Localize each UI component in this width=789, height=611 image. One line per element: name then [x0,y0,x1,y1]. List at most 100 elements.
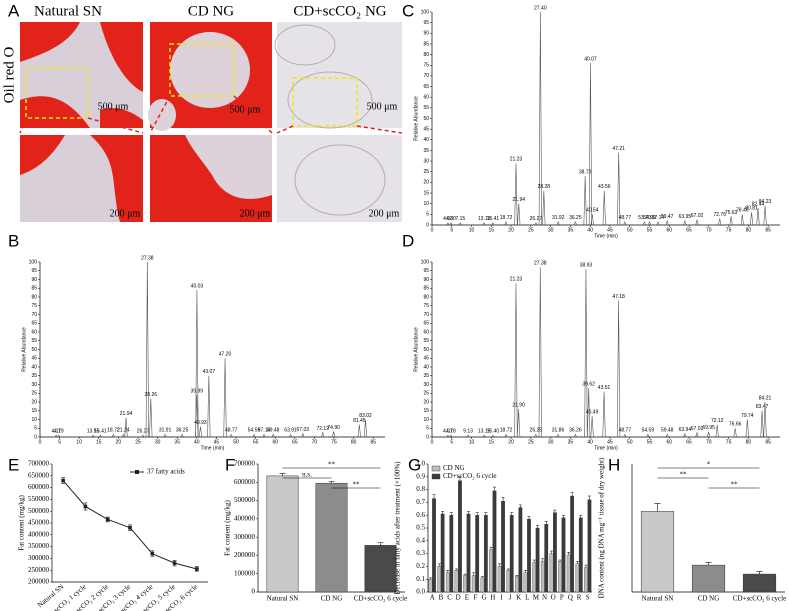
peak [491,434,495,438]
x-tick-label: 30 [155,439,161,445]
x-tick-label: 75 [726,227,732,233]
bar [483,515,488,593]
y-tick-label: 100 [421,9,430,15]
x-tick-label: 40 [194,439,200,445]
peak [482,222,486,226]
x-tick-label: 70 [706,439,712,445]
x-tick-label: C [447,594,452,602]
y-tick-label: 0.5 [416,524,425,532]
panel-label: D [402,231,414,250]
peak [149,398,153,438]
error-bar [587,495,591,500]
x-tick-label: 5 [450,227,453,233]
peak-label: 27.38 [534,261,547,267]
bar [575,563,580,593]
peak [760,410,764,438]
bar [523,572,528,593]
significance: ** [731,481,739,489]
peak [749,212,754,226]
x-tick-label: 45 [214,439,220,445]
x-tick-label: 40 [587,227,593,233]
legend-swatch [431,465,441,472]
y-tick-label: 350000 [28,542,50,550]
error-bar [377,542,384,546]
y-tick-label: 75 [423,303,429,309]
peak-label: 39.99 [191,388,204,394]
peak [124,417,128,438]
legend-marker [135,470,139,474]
x-tick-label: R [577,594,582,602]
x-tick-label: B [439,594,444,602]
peak [590,415,594,438]
peak-label: 83.47 [756,404,769,410]
y-axis-label: Relative Abundance [413,96,419,141]
peak-label: 82.44 [752,201,765,207]
zoom-box [25,67,89,119]
y-tick-label: 95 [31,268,37,274]
significance: ** [680,471,688,479]
peak [357,424,361,438]
x-axis-label: Time (min) [594,445,618,451]
peak [665,433,669,438]
x-tick-label: 50 [627,439,633,445]
bar [544,524,549,593]
y-tick-label: 30 [423,382,429,388]
y-tick-label: 700000 [28,460,50,468]
bar [449,515,454,593]
scale-label: 500 μm [367,101,398,112]
x-tick-label: 15 [96,439,102,445]
error-bar [454,568,458,571]
peak-label: 4.80 [446,216,456,222]
x-tick-label: 75 [726,439,732,445]
error-bar [544,521,548,525]
peak [729,216,733,226]
scale-label: 500 μm [230,104,261,115]
peak-label: 43.07 [203,369,216,375]
error-bar [570,491,574,496]
y-tick-label: 60 [423,95,429,101]
y-tick-label: 35 [31,373,37,379]
peak-label: 13.19 [478,429,491,435]
column-title: CD+scCO₂ NG [293,3,386,19]
x-tick-label: G [482,594,487,602]
peak [449,434,453,438]
x-tick-label: 0 [39,439,42,445]
error-bar [279,473,286,476]
legend-swatch [431,473,441,480]
peak-label: 21.23 [510,157,523,163]
y-tick-label: 100000 [234,569,256,577]
peak [229,433,233,438]
bar [532,562,537,593]
x-tick-label: CD NG [321,595,343,603]
error-bar [498,563,502,567]
error-bar [524,569,528,573]
y-axis-label: Relative Abundance [413,327,419,372]
peak-label: 84.23 [759,199,772,205]
peak-label: 84.21 [759,395,772,401]
point [195,567,199,571]
peak [121,433,125,438]
peak [590,214,594,226]
y-tick-label: 80 [423,52,429,58]
x-tick-label: K [516,594,521,602]
y-tick-label: 5 [426,212,429,218]
column-title: Natural SN [34,3,102,19]
peak-label: 31.86 [552,428,565,434]
y-tick-label: 0.2 [416,562,425,570]
peak [583,176,587,226]
legend-label: CD+scCO₂ 6 cycle [443,472,496,480]
bar [454,570,459,593]
peak-label: 26.27 [530,216,543,222]
bar [558,561,562,593]
y-tick-label: 50 [423,116,429,122]
peak [301,432,305,438]
peak [646,433,650,438]
panel-label: B [8,231,19,250]
x-tick-label: 70 [706,227,712,233]
peak [623,221,627,226]
y-tick-label: 60 [423,329,429,335]
x-tick-label: 50 [627,227,633,233]
error-bar [506,568,510,571]
x-tick-label: A [430,594,435,602]
